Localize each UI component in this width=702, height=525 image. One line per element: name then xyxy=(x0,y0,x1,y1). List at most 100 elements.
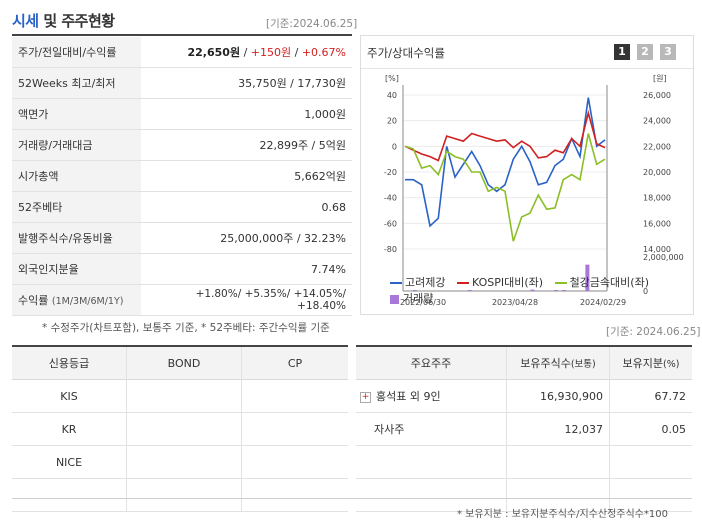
series-line-2 xyxy=(404,109,606,162)
table-row: + 홍석표 외 9인 16,930,900 67.72 xyxy=(356,379,692,413)
quote-value: 7.74% xyxy=(141,253,352,285)
credit-divider xyxy=(12,345,348,347)
x-tick-label: 2022/06/30 xyxy=(400,298,446,307)
quote-value: 25,000,000주 / 32.23% xyxy=(141,222,352,254)
y-right-tick-label: 14,000 xyxy=(643,245,671,254)
y-left-tick-label: 40 xyxy=(387,91,397,100)
current-price: 22,650원 xyxy=(187,46,241,59)
y-left-tick-label: 0 xyxy=(392,142,397,151)
holder-shares: 12,037 xyxy=(506,412,610,446)
quote-label: 시가총액 xyxy=(12,160,142,192)
chart-header: 주가/상대수익률 1 2 3 xyxy=(361,36,693,69)
volume-tick-label: 2,000,000 xyxy=(643,253,684,262)
quote-value: 1,000원 xyxy=(141,98,352,130)
reference-date: [기준:2024.06.25] xyxy=(266,18,358,30)
chart-page-1-button[interactable]: 1 xyxy=(614,44,630,60)
holder-name: 자사주 xyxy=(356,412,507,446)
holders-divider xyxy=(356,345,692,347)
quote-row: 발행주식수/유동비율 25,000,000주 / 32.23% xyxy=(12,222,352,254)
table-row: KIS xyxy=(12,379,348,413)
quote-row: 거래량/거래대금 22,899주 / 5억원 xyxy=(12,129,352,161)
holder-name[interactable]: 홍석표 외 9인 xyxy=(376,390,441,403)
col-header: BOND xyxy=(126,347,242,380)
bottom-divider xyxy=(12,498,692,499)
legend-line-icon xyxy=(456,282,469,284)
title-divider xyxy=(12,34,352,36)
quote-value: 0.68 xyxy=(141,191,352,223)
legend-line-icon xyxy=(390,282,402,284)
holders-note: * 보유지분 : 보유지분주식수/지수산정주식수*100 xyxy=(457,509,668,520)
quote-row: 시가총액 5,662억원 xyxy=(12,160,352,192)
quote-label-period: (1M/3M/6M/1Y) xyxy=(51,296,124,307)
chart-page-2-button[interactable]: 2 xyxy=(637,44,653,60)
expand-icon[interactable]: + xyxy=(360,391,371,403)
table-row: NICE xyxy=(12,445,348,479)
holder-shares: 16,930,900 xyxy=(506,379,610,413)
holder-pct: 67.72 xyxy=(609,379,692,413)
legend-item: 철강금속대비(좌) xyxy=(554,276,649,289)
col-header: CP xyxy=(241,347,348,380)
holder-pct: 0.05 xyxy=(609,412,692,446)
reference-date-2: [기준: 2024.06.25] xyxy=(606,326,701,338)
quote-label: 거래량/거래대금 xyxy=(12,129,142,161)
y-right-tick-label: 24,000 xyxy=(643,117,671,126)
volume-bar xyxy=(530,289,535,291)
chart-legend: 고려제강 KOSPI대비(좌) 철강금속대비(좌) 거래량 xyxy=(390,275,690,307)
right-axis-unit: [원] xyxy=(653,74,667,83)
volume-bar xyxy=(561,289,566,291)
quote-label: 52주베타 xyxy=(12,191,142,223)
col-header: 보유지분(%) xyxy=(609,347,692,380)
x-tick-label: 2024/02/29 xyxy=(580,298,626,307)
quote-label: 주가/전일대비/수익률 xyxy=(12,37,142,68)
volume-bar xyxy=(554,290,558,291)
y-left-tick-label: -60 xyxy=(384,219,397,228)
table-row xyxy=(356,445,692,479)
returns-value: +1.80%/ +5.35%/ +14.05%/ +18.40% xyxy=(141,284,352,316)
left-axis-unit: [%] xyxy=(385,74,399,83)
table-row: KR xyxy=(12,412,348,446)
y-right-tick-label: 16,000 xyxy=(643,219,671,228)
quote-table: 주가/전일대비/수익률 22,650원 / +150원 / +0.67% 52W… xyxy=(12,37,352,316)
y-right-tick-label: 20,000 xyxy=(643,168,671,177)
table-row xyxy=(356,478,692,512)
y-left-tick-label: -20 xyxy=(384,168,397,177)
legend-item: 고려제강 xyxy=(390,276,445,289)
legend-bar-icon xyxy=(390,294,399,304)
table-row: 자사주 12,037 0.05 xyxy=(356,412,692,446)
credit-rating-table: 신용등급 BOND CP KIS KR NICE xyxy=(12,347,348,512)
agency-name: NICE xyxy=(12,445,127,479)
volume-bar xyxy=(467,290,472,291)
section-title: 시세 및 주주현황 xyxy=(12,12,115,30)
col-header: 주요주주 xyxy=(356,347,507,380)
table-row xyxy=(12,478,348,512)
quote-label: 액면가 xyxy=(12,98,142,130)
price-change-rate: +0.67% xyxy=(301,46,346,59)
quote-value: 35,750원 / 17,730원 xyxy=(141,67,352,99)
y-right-tick-label: 22,000 xyxy=(643,142,671,151)
quote-label: 수익률 xyxy=(18,294,49,307)
quote-value: 5,662억원 xyxy=(141,160,352,192)
chart-page-3-button[interactable]: 3 xyxy=(660,44,676,60)
volume-bar xyxy=(412,290,417,291)
col-header: 보유주식수(보통) xyxy=(506,347,610,380)
quote-row-returns: 수익률 (1M/3M/6M/1Y) +1.80%/ +5.35%/ +14.05… xyxy=(12,284,352,316)
y-right-tick-label: 18,000 xyxy=(643,194,671,203)
volume-tick-label: 0 xyxy=(643,287,648,296)
col-header: 신용등급 xyxy=(12,347,127,380)
y-left-tick-label: 20 xyxy=(387,117,397,126)
quote-row-price: 주가/전일대비/수익률 22,650원 / +150원 / +0.67% xyxy=(12,37,352,68)
y-left-tick-label: -80 xyxy=(384,245,397,254)
y-right-tick-label: 26,000 xyxy=(643,91,671,100)
chart-title: 주가/상대수익률 xyxy=(367,46,445,60)
quote-row: 외국인지분율 7.74% xyxy=(12,253,352,285)
quote-row: 52Weeks 최고/최저 35,750원 / 17,730원 xyxy=(12,67,352,99)
volume-bar xyxy=(585,264,590,291)
x-tick-label: 2023/04/28 xyxy=(492,298,538,307)
quote-row: 52주베타 0.68 xyxy=(12,191,352,223)
chart-panel: 주가/상대수익률 1 2 3 [%] [원] 40 26,000 20 24,000 0 22… xyxy=(360,35,694,315)
agency-name: KR xyxy=(12,412,127,446)
shareholders-table: 주요주주 보유주식수(보통) 보유지분(%) + 홍석표 외 9인 16,930,… xyxy=(356,347,692,512)
price-change: +150원 xyxy=(250,46,292,59)
legend-line-icon xyxy=(554,282,567,284)
series-line-1 xyxy=(405,97,606,228)
